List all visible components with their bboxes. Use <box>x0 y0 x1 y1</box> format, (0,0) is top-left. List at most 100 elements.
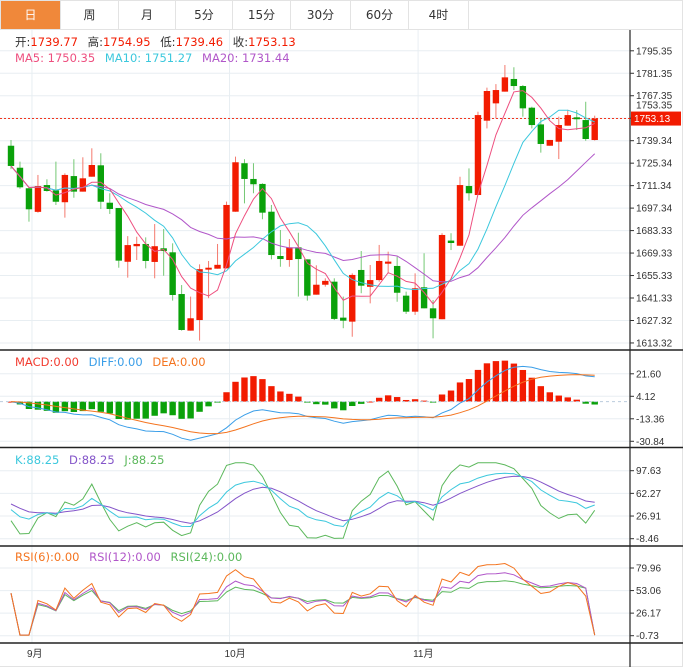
close-value: 1753.13 <box>248 35 296 49</box>
ma10-value: MA10: 1751.27 <box>104 51 193 65</box>
diff-line <box>10 365 595 441</box>
macd-bar <box>223 392 230 402</box>
macd-bar <box>375 397 383 402</box>
macd-bar <box>196 401 203 412</box>
current-price-badge <box>631 111 681 126</box>
candle-body <box>223 204 230 269</box>
low-value: 1739.46 <box>175 35 224 49</box>
price-tick-label: 1711.34 <box>636 181 672 192</box>
candle-body <box>429 308 437 319</box>
macd-bar <box>564 397 571 402</box>
macd-bar <box>537 386 545 402</box>
tab-1[interactable]: 周 <box>61 1 119 29</box>
candle-body <box>510 78 518 87</box>
candle-body <box>573 117 580 120</box>
tab-6[interactable]: 60分 <box>351 1 409 29</box>
macd-bar <box>438 394 446 402</box>
tab-4[interactable]: 15分 <box>233 1 291 29</box>
j-line <box>10 462 596 539</box>
candle-body <box>34 186 42 212</box>
macd-bar <box>447 390 455 402</box>
candle-body <box>331 281 338 319</box>
candle-body <box>528 107 536 126</box>
rsi12-line <box>10 572 596 636</box>
macd-tick-label: -13.36 <box>636 414 665 425</box>
macd-tick-label: -30.84 <box>636 437 665 448</box>
candle-body <box>277 255 284 260</box>
current-price-label: 1753.13 <box>634 114 671 125</box>
month-label: 10月 <box>225 648 246 660</box>
macd-bar <box>151 401 158 416</box>
candle-body <box>259 183 266 213</box>
tab-2[interactable]: 月 <box>119 1 176 29</box>
price-tick-label: 1739.34 <box>636 136 673 147</box>
rsi6-line <box>10 562 596 636</box>
macd-bar <box>582 401 589 404</box>
candle-body <box>555 125 562 142</box>
macd-bar <box>411 399 419 402</box>
macd-bar <box>393 397 401 402</box>
dea-line <box>10 374 595 435</box>
tab-7[interactable]: 4时 <box>409 1 469 29</box>
macd-bar <box>106 401 113 414</box>
macd-bar <box>367 401 374 403</box>
candle-body <box>106 202 113 209</box>
candle-body <box>456 185 464 246</box>
macd-bar <box>510 363 518 402</box>
price-tick-label: 1683.33 <box>636 226 673 237</box>
macd-bar <box>402 399 410 402</box>
tab-3[interactable]: 5分 <box>176 1 233 29</box>
candle-body <box>25 188 33 210</box>
candle-body <box>322 280 329 285</box>
candle-body <box>7 145 15 166</box>
high-label: 高: <box>87 35 103 49</box>
macd-legend: MACD:0.00 DIFF:0.00 DEA:0.00 <box>15 355 212 369</box>
macd-bar <box>61 401 69 412</box>
ma5-line <box>10 90 595 305</box>
candle-body <box>70 176 78 192</box>
candle-body <box>115 208 122 261</box>
price-tick-label: 1697.34 <box>636 204 673 215</box>
candle-body <box>313 284 320 295</box>
k-line <box>10 472 595 528</box>
price-tick-label: 1753.35 <box>636 101 673 112</box>
candle-body <box>52 190 60 202</box>
candle-body <box>340 317 347 321</box>
candle-body <box>393 265 401 293</box>
rsi-tick-label: 53.06 <box>636 586 661 597</box>
ma20-value: MA20: 1731.44 <box>202 51 290 65</box>
price-tick-label: 1627.32 <box>636 316 673 327</box>
macd-bar <box>79 401 87 412</box>
macd-bar <box>187 401 194 419</box>
macd-bar <box>501 360 509 402</box>
candle-body <box>591 118 598 141</box>
j-value: J:88.25 <box>124 453 165 467</box>
rsi-legend: RSI(6):0.00 RSI(12):0.00 RSI(24):0.00 <box>15 550 248 564</box>
candle-body <box>124 245 131 262</box>
macd-bar <box>250 376 257 402</box>
candle-body <box>286 247 293 261</box>
tab-0[interactable]: 日 <box>1 1 61 29</box>
candle-body <box>169 252 176 296</box>
macd-bar <box>205 401 212 407</box>
candle-body <box>438 234 446 320</box>
price-tick-label: 1781.35 <box>636 69 673 80</box>
candle-body <box>295 247 302 260</box>
macd-bar <box>259 379 266 402</box>
d-value: D:88.25 <box>69 453 115 467</box>
tab-5[interactable]: 30分 <box>291 1 351 29</box>
period-tabs: 日周月 5分 15分 30分 60分 4时 <box>0 0 683 30</box>
ma5-value: MA5: 1750.35 <box>15 51 96 65</box>
candle-body <box>384 261 392 264</box>
price-tick-label: 1655.33 <box>636 271 673 282</box>
rsi-tick-label: -0.73 <box>636 631 659 642</box>
candle-body <box>187 318 194 331</box>
candle-body <box>367 280 374 287</box>
candle-body <box>447 240 455 243</box>
macd-bar <box>160 401 167 414</box>
candle-body <box>349 274 356 322</box>
macd-bar <box>358 401 365 404</box>
macd-bar <box>124 401 131 420</box>
macd-bar <box>286 393 293 402</box>
